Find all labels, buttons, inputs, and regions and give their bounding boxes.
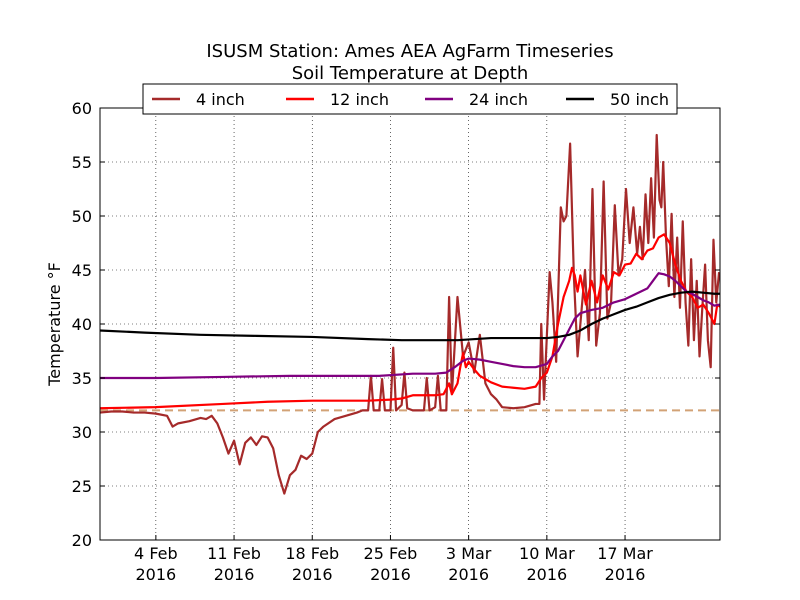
y-tick-label: 50	[72, 207, 92, 226]
y-tick-label: 30	[72, 423, 92, 442]
y-axis-label: Temperature °F	[45, 262, 64, 387]
x-tick-label: 17 Mar	[597, 544, 653, 563]
x-tick-year-label: 2016	[292, 565, 333, 584]
y-tick-label: 55	[72, 153, 92, 172]
y-tick-label: 45	[72, 261, 92, 280]
x-tick-year-label: 2016	[214, 565, 255, 584]
x-tick-label: 18 Feb	[285, 544, 339, 563]
chart-title: ISUSM Station: Ames AEA AgFarm Timeserie…	[206, 41, 613, 62]
x-tick-label: 25 Feb	[364, 544, 418, 563]
x-tick-label: 4 Feb	[134, 544, 178, 563]
legend: 4 inch 12 inch 24 inch 50 inch	[142, 83, 678, 115]
y-tick-label: 35	[72, 369, 92, 388]
series-line-4-inch	[99, 133, 721, 495]
series-lines	[99, 133, 721, 495]
legend-label-4-inch: 4 inch	[196, 90, 245, 109]
chart-subtitle: Soil Temperature at Depth	[292, 63, 529, 84]
x-tick-year-label: 2016	[370, 565, 411, 584]
legend-label-12-inch: 12 inch	[330, 90, 389, 109]
x-tick-year-label: 2016	[605, 565, 646, 584]
x-tick-label: 11 Feb	[207, 544, 261, 563]
y-axis-ticks: 20 25 30 35 40 45 50 55 60	[72, 99, 720, 550]
series-line-12-inch	[99, 233, 721, 410]
x-tick-year-label: 2016	[448, 565, 489, 584]
x-tick-year-label: 2016	[135, 565, 176, 584]
legend-label-50-inch: 50 inch	[610, 90, 669, 109]
y-tick-label: 40	[72, 315, 92, 334]
legend-label-24-inch: 24 inch	[469, 90, 528, 109]
x-tick-label: 10 Mar	[519, 544, 575, 563]
y-tick-label: 60	[72, 99, 92, 118]
x-axis-ticks: 4 Feb 2016 11 Feb 2016 18 Feb 2016 25 Feb 2016 3…	[134, 108, 653, 584]
y-tick-label: 25	[72, 477, 92, 496]
x-tick-label: 3 Mar	[446, 544, 492, 563]
y-tick-label: 20	[72, 531, 92, 550]
series-line-50-inch	[99, 290, 720, 342]
x-tick-year-label: 2016	[526, 565, 567, 584]
